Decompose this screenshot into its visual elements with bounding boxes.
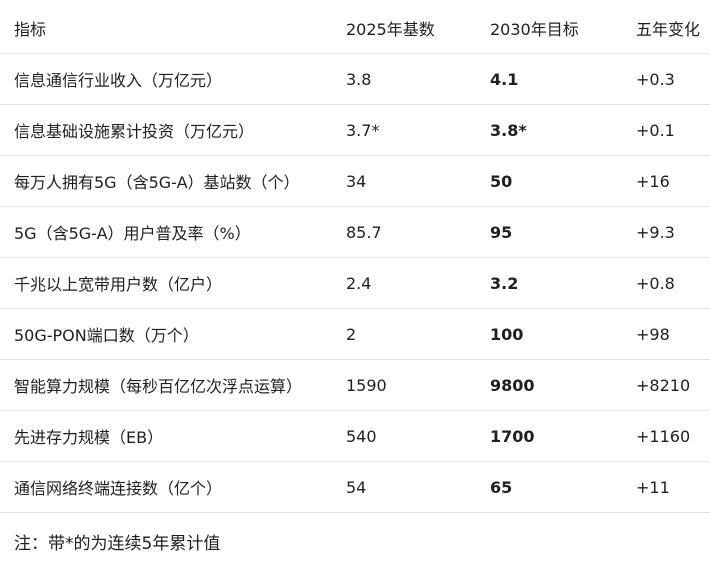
table-row: 先进存力规模（EB） 540 1700 +1160 bbox=[0, 410, 710, 462]
table-cell: 100 bbox=[490, 308, 636, 360]
table-row: 5G（含5G-A）用户普及率（%） 85.7 95 +9.3 bbox=[0, 206, 710, 258]
table-cell: 3.2 bbox=[490, 257, 636, 309]
table-cell: 智能算力规模（每秒百亿亿次浮点运算） bbox=[0, 359, 346, 411]
table-cell: +98 bbox=[636, 308, 710, 360]
table-cell: 65 bbox=[490, 461, 636, 513]
table-row: 每万人拥有5G（含5G-A）基站数（个） 34 50 +16 bbox=[0, 155, 710, 207]
table-cell: 3.8* bbox=[490, 104, 636, 156]
table-cell: +8210 bbox=[636, 359, 710, 411]
table-cell: 每万人拥有5G（含5G-A）基站数（个） bbox=[0, 155, 346, 207]
table-cell: 50G-PON端口数（万个） bbox=[0, 308, 346, 360]
table-cell: 信息基础设施累计投资（万亿元） bbox=[0, 104, 346, 156]
table-cell: 3.8 bbox=[346, 53, 490, 105]
header-row: 指标 2025年基数 2030年目标 五年变化 bbox=[0, 3, 710, 54]
table-cell: 85.7 bbox=[346, 206, 490, 258]
table-cell: +0.8 bbox=[636, 257, 710, 309]
table-cell: +11 bbox=[636, 461, 710, 513]
table-row: 智能算力规模（每秒百亿亿次浮点运算） 1590 9800 +8210 bbox=[0, 359, 710, 411]
table-cell: 3.7* bbox=[346, 104, 490, 156]
table-row: 信息基础设施累计投资（万亿元） 3.7* 3.8* +0.1 bbox=[0, 104, 710, 156]
table-cell: +9.3 bbox=[636, 206, 710, 258]
table-row: 通信网络终端连接数（亿个） 54 65 +11 bbox=[0, 461, 710, 513]
table-cell: 50 bbox=[490, 155, 636, 207]
table-cell: 540 bbox=[346, 410, 490, 462]
table-row: 千兆以上宽带用户数（亿户） 2.4 3.2 +0.8 bbox=[0, 257, 710, 309]
note: 注：带*的为连续5年累计值 bbox=[14, 534, 221, 554]
table-row: 50G-PON端口数（万个） 2 100 +98 bbox=[0, 308, 710, 360]
table-cell: 通信网络终端连接数（亿个） bbox=[0, 461, 346, 513]
table-cell: 95 bbox=[490, 206, 636, 258]
table-cell: 9800 bbox=[490, 359, 636, 411]
table-cell: +0.3 bbox=[636, 53, 710, 105]
table-cell: 54 bbox=[346, 461, 490, 513]
header-cell: 指标 bbox=[0, 3, 346, 54]
table-cell: 信息通信行业收入（万亿元） bbox=[0, 53, 346, 105]
header-cell: 五年变化 bbox=[636, 3, 710, 54]
table-cell: 2 bbox=[346, 308, 490, 360]
table-cell: 1590 bbox=[346, 359, 490, 411]
table-cell: 4.1 bbox=[490, 53, 636, 105]
table-cell: +16 bbox=[636, 155, 710, 207]
table-cell: +1160 bbox=[636, 410, 710, 462]
data-table: 指标 2025年基数 2030年目标 五年变化 信息通信行业收入（万亿元） 3.8 4.1 +… bbox=[0, 3, 710, 513]
table-cell: 1700 bbox=[490, 410, 636, 462]
table-cell: 34 bbox=[346, 155, 490, 207]
header-cell: 2025年基数 bbox=[346, 3, 490, 54]
header-cell: 2030年目标 bbox=[490, 3, 636, 54]
table-cell: 5G（含5G-A）用户普及率（%） bbox=[0, 206, 346, 258]
table-cell: 2.4 bbox=[346, 257, 490, 309]
table-cell: 先进存力规模（EB） bbox=[0, 410, 346, 462]
table-cell: +0.1 bbox=[636, 104, 710, 156]
table-row: 信息通信行业收入（万亿元） 3.8 4.1 +0.3 bbox=[0, 53, 710, 105]
table-cell: 千兆以上宽带用户数（亿户） bbox=[0, 257, 346, 309]
